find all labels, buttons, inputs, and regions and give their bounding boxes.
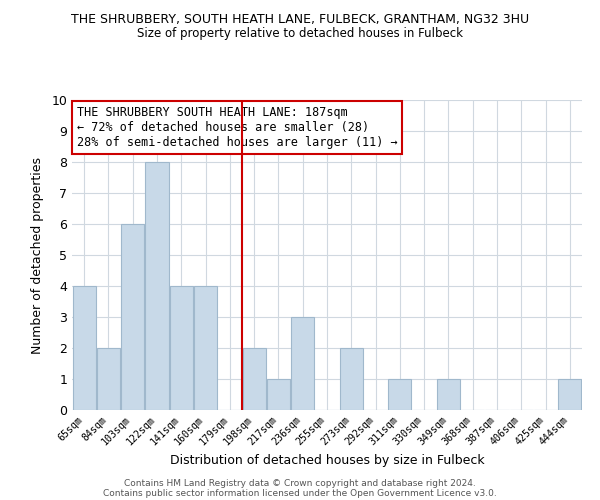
Bar <box>73 286 95 410</box>
Bar <box>437 379 460 410</box>
Bar <box>340 348 363 410</box>
Text: THE SHRUBBERY, SOUTH HEATH LANE, FULBECK, GRANTHAM, NG32 3HU: THE SHRUBBERY, SOUTH HEATH LANE, FULBECK… <box>71 12 529 26</box>
Bar <box>145 162 169 410</box>
Text: Contains public sector information licensed under the Open Government Licence v3: Contains public sector information licen… <box>103 488 497 498</box>
X-axis label: Distribution of detached houses by size in Fulbeck: Distribution of detached houses by size … <box>170 454 484 468</box>
Bar <box>97 348 120 410</box>
Bar <box>170 286 193 410</box>
Bar <box>388 379 412 410</box>
Text: Size of property relative to detached houses in Fulbeck: Size of property relative to detached ho… <box>137 28 463 40</box>
Text: Contains HM Land Registry data © Crown copyright and database right 2024.: Contains HM Land Registry data © Crown c… <box>124 478 476 488</box>
Bar <box>559 379 581 410</box>
Bar <box>121 224 144 410</box>
Bar <box>194 286 217 410</box>
Y-axis label: Number of detached properties: Number of detached properties <box>31 156 44 354</box>
Bar <box>267 379 290 410</box>
Bar <box>291 317 314 410</box>
Bar <box>242 348 266 410</box>
Text: THE SHRUBBERY SOUTH HEATH LANE: 187sqm
← 72% of detached houses are smaller (28): THE SHRUBBERY SOUTH HEATH LANE: 187sqm ←… <box>77 106 398 149</box>
